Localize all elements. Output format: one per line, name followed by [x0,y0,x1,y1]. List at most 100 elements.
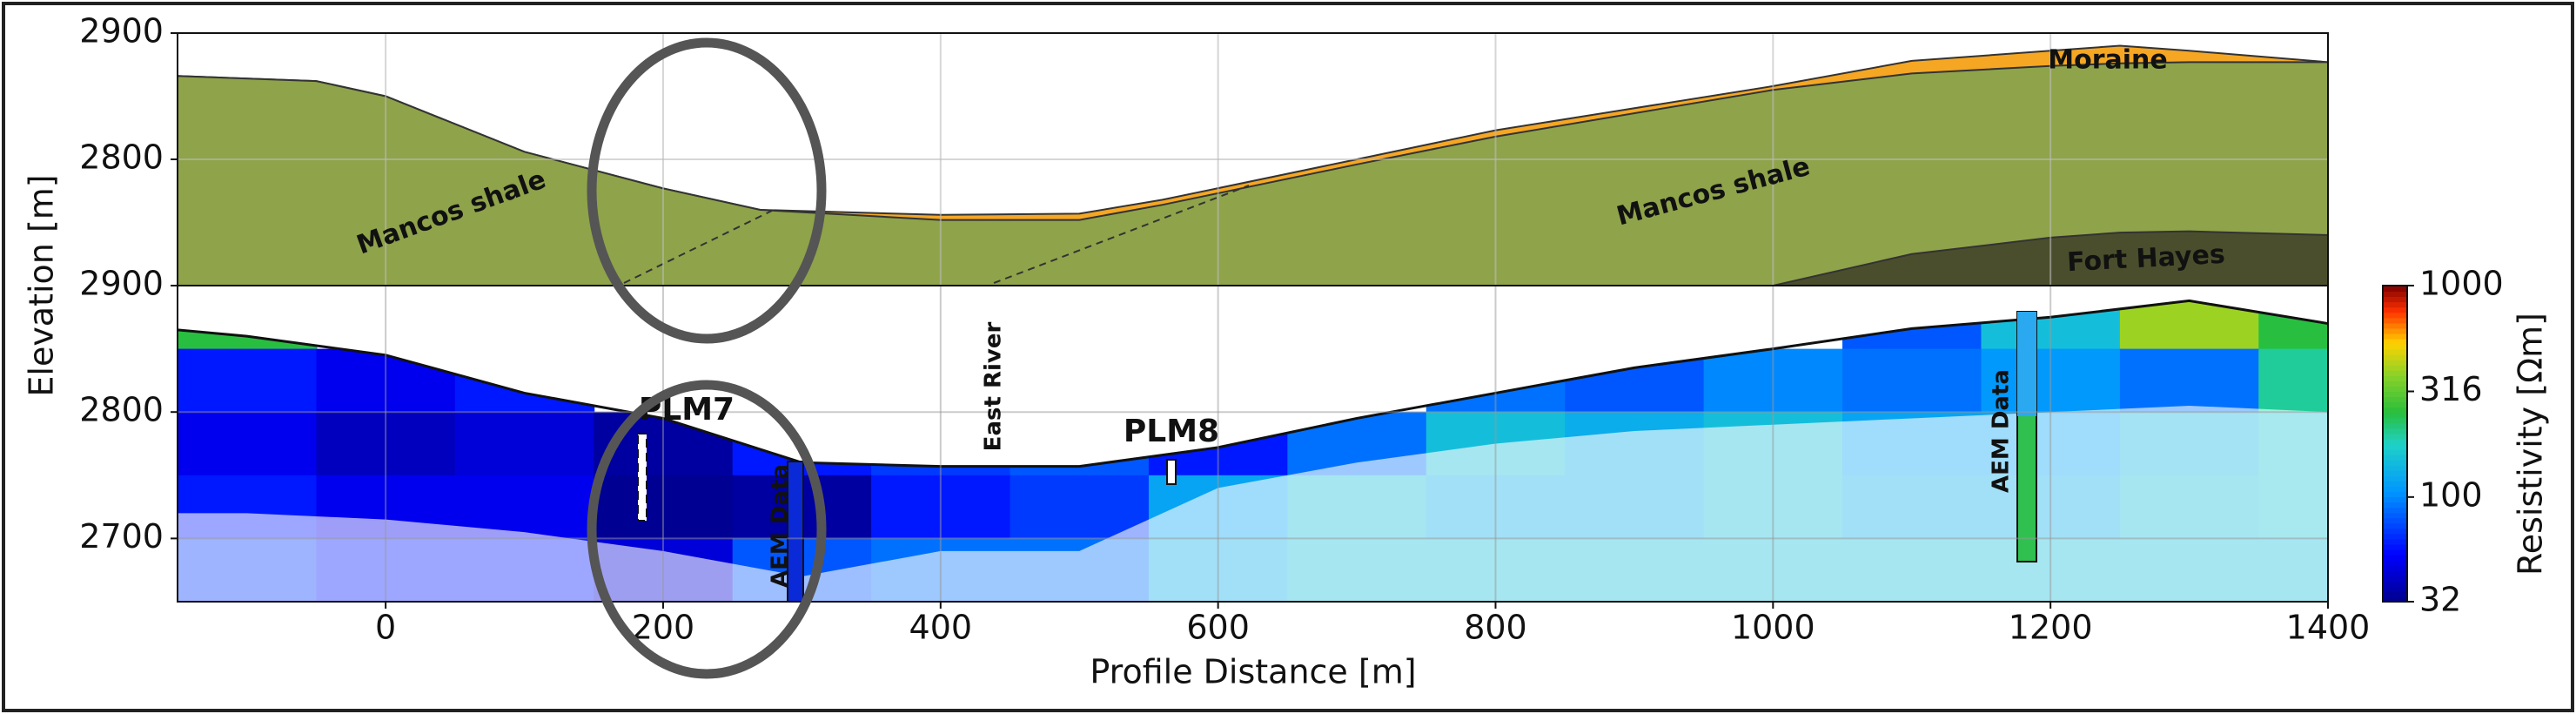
colorbar-step [2383,369,2407,376]
doi-fade [178,405,2328,602]
heatmap-cell [454,412,595,476]
x-axis-label: Profile Distance [m] [1090,653,1416,691]
fault [623,210,773,284]
axes-frame [177,285,2329,603]
x-tick-label: 400 [909,609,973,647]
heatmap-cell [1842,348,1982,414]
aem-column-top [2017,312,2036,416]
colorbar-frame [2382,285,2408,603]
colorbar-step [2383,512,2407,519]
colorbar-step [2383,559,2407,566]
colorbar-step [2383,306,2407,313]
colorbar-step [2383,596,2407,603]
heatmap-cell [2258,348,2328,414]
colorbar-step [2383,438,2407,445]
colorbar-step [2383,301,2407,308]
colorbar-step [2383,428,2407,434]
colorbar-step [2383,417,2407,424]
y-tick-label: 2900 [79,12,164,51]
colorbar-step [2383,380,2407,387]
colorbar-step [2383,422,2407,429]
colorbar-step [2383,459,2407,466]
colorbar-step [2383,443,2407,450]
x-tick-label: 1400 [2286,609,2371,647]
colorbar-step [2383,533,2407,540]
heatmap-cell [2119,348,2260,414]
colorbar-step [2383,396,2407,403]
x-tick-label: 800 [1464,609,1527,647]
colorbar-step [2383,391,2407,398]
colorbar-step [2383,338,2407,345]
y-tick-label: 2800 [79,391,164,429]
colorbar-step [2383,454,2407,461]
colorbar-step [2383,590,2407,597]
colorbar-step [2383,496,2407,503]
colorbar-tick-label: 32 [2419,581,2461,619]
colorbar-step [2383,364,2407,371]
colorbar-step [2383,528,2407,535]
colorbar-label: Resistivity [Ωm] [2512,313,2550,576]
colorbar-step [2383,312,2407,319]
colorbar-step [2383,359,2407,366]
annotation: AEM Data [768,464,794,588]
colorbar-step [2383,296,2407,303]
colorbar-tick-label: 316 [2419,370,2483,408]
highlight [587,380,827,679]
colorbar-step [2383,543,2407,550]
colorbar-step [2383,385,2407,392]
annotation: PLM8 [1124,414,1219,449]
colorbar-step [2383,343,2407,350]
colorbar-step [2383,485,2407,492]
colorbar-step [2383,475,2407,482]
heatmap-cell [178,412,318,476]
colorbar-step [2383,585,2407,592]
colorbar-step [2383,286,2407,293]
colorbar-step [2383,412,2407,419]
y-tick-label: 2900 [79,265,164,303]
x-tick-label: 0 [375,609,396,647]
y-tick-label: 2700 [79,517,164,556]
colorbar-step [2383,549,2407,556]
colorbar-step [2383,448,2407,455]
colorbar-step [2383,333,2407,340]
colorbar-step [2383,507,2407,514]
colorbar-step [2383,354,2407,360]
colorbar-step [2383,374,2407,381]
colorbar-step [2383,490,2407,497]
colorbar-step [2383,502,2407,509]
colorbar-step [2383,564,2407,571]
colorbar-step [2383,317,2407,324]
colorbar-step [2383,517,2407,524]
highlight [587,37,827,344]
colorbar-step [2383,580,2407,587]
colorbar-step [2383,407,2407,414]
annotation: East River [981,322,1007,452]
heatmap-cell [178,348,318,414]
colorbar-step [2383,464,2407,471]
unit-area [178,61,2328,286]
colorbar-tick-label: 100 [2419,475,2483,514]
y-axis-label: Elevation [m] [23,174,61,396]
colorbar-step [2383,291,2407,298]
well [637,433,647,522]
colorbar-tick-label: 1000 [2419,265,2504,303]
colorbar-step [2383,554,2407,561]
colorbar-step [2383,538,2407,545]
colorbar-step [2383,322,2407,329]
x-tick-label: 600 [1186,609,1250,647]
y-tick-label: 2800 [79,138,164,177]
annotation: AEM Data [1989,369,2015,493]
x-tick-label: 1200 [2009,609,2093,647]
well [1166,459,1177,485]
colorbar-step [2383,469,2407,476]
fault [993,185,1250,284]
colorbar-step [2383,401,2407,408]
x-tick-label: 200 [632,609,695,647]
colorbar-step [2383,569,2407,576]
colorbar-step [2383,480,2407,487]
colorbar-step [2383,522,2407,529]
unit-label: Moraine [2048,45,2168,76]
colorbar-step [2383,327,2407,334]
heatmap-cell [1010,475,1150,540]
